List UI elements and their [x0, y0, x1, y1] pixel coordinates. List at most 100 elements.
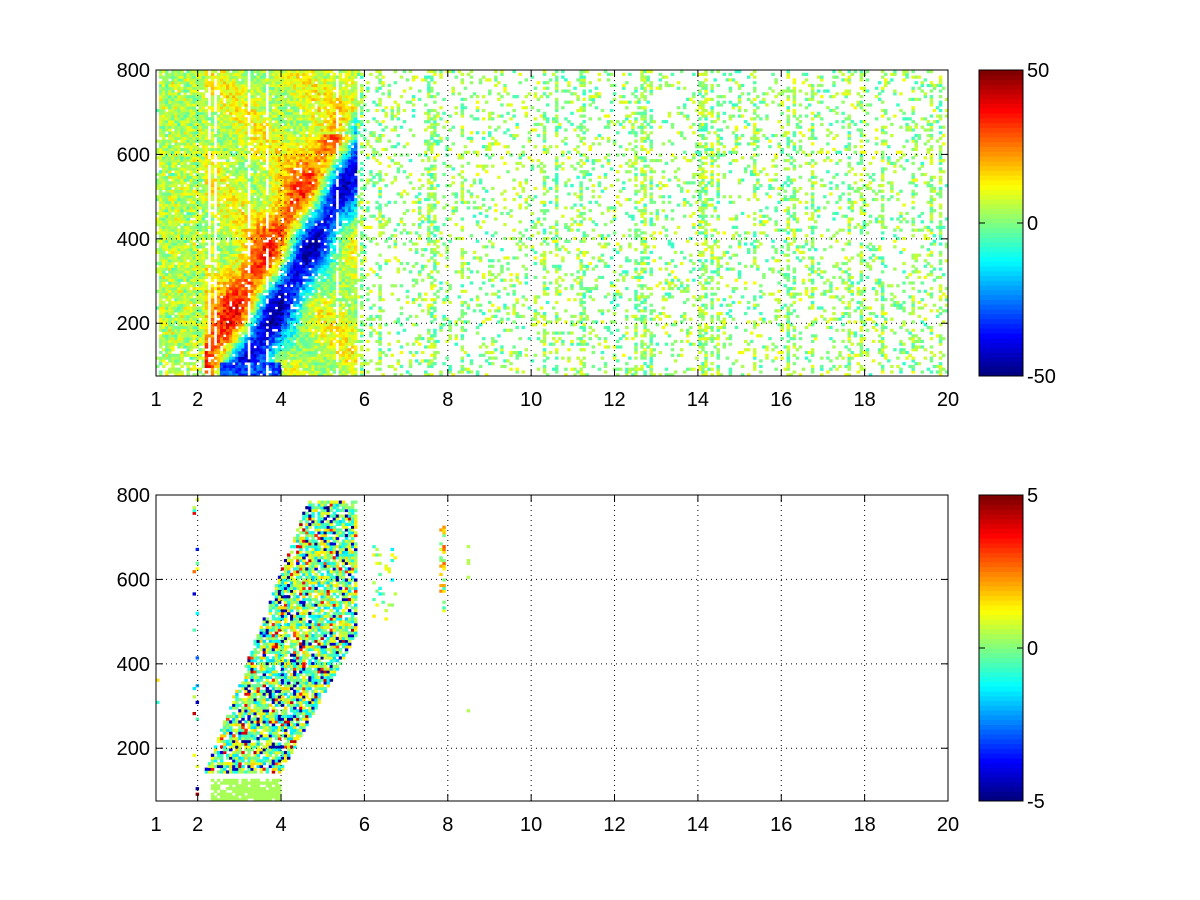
heatmap-cell [216, 273, 221, 277]
heatmap-cell [192, 331, 196, 335]
heatmap-cell [165, 267, 169, 271]
heatmap-cell [271, 334, 276, 338]
heatmap-cell [183, 150, 187, 154]
heatmap-cell [235, 197, 239, 202]
heatmap-cell [244, 175, 248, 179]
heatmap-cell [165, 275, 169, 280]
heatmap-cell [244, 281, 248, 285]
heatmap-cell [165, 303, 169, 307]
heatmap-cell [302, 364, 306, 369]
heatmap-cell [210, 270, 215, 274]
heatmap-cell [253, 145, 257, 149]
heatmap-cell [207, 83, 212, 88]
heatmap-cell [277, 136, 282, 140]
heatmap-cell [253, 97, 257, 101]
heatmap-cell [174, 250, 178, 254]
heatmap-cell [168, 298, 172, 302]
heatmap-cell [195, 231, 200, 235]
heatmap-cell [244, 339, 248, 344]
heatmap-cell [177, 211, 181, 216]
heatmap-cell [177, 250, 181, 254]
heatmap-cell [177, 236, 181, 241]
heatmap-cell [293, 373, 297, 377]
heatmap-cell [308, 253, 312, 257]
heatmap-cell [262, 275, 267, 280]
heatmap-cell [238, 103, 242, 107]
heatmap-cell [290, 214, 294, 218]
heatmap-cell [250, 70, 254, 74]
heatmap-cell [183, 236, 187, 241]
heatmap-cell [210, 353, 215, 357]
heatmap-cell [159, 306, 163, 310]
heatmap-cell [192, 248, 196, 252]
heatmap-cell [189, 203, 193, 207]
heatmap-cell [253, 150, 257, 154]
heatmap-cell [159, 339, 163, 344]
heatmap-cell [305, 337, 309, 341]
heatmap-cell [156, 195, 160, 199]
heatmap-cell [262, 72, 267, 76]
heatmap-cell [280, 278, 285, 282]
heatmap-cell [186, 136, 190, 140]
heatmap-cell [256, 72, 260, 76]
heatmap-cell [305, 186, 309, 191]
heatmap-cell [192, 323, 196, 327]
heatmap-cell [274, 292, 279, 296]
heatmap-cell [250, 186, 254, 191]
heatmap-cell [293, 367, 297, 371]
heatmap-cell [277, 139, 282, 143]
heatmap-cell [244, 295, 248, 299]
heatmap-cell [290, 184, 294, 188]
heatmap-cell [195, 120, 200, 124]
heatmap-cell [277, 284, 282, 288]
heatmap-cell [296, 231, 300, 235]
heatmap-cell [165, 125, 169, 129]
heatmap-cell [174, 150, 178, 154]
heatmap-cell [168, 370, 172, 374]
heatmap-cell [305, 136, 309, 140]
heatmap-cell [174, 75, 178, 79]
heatmap-cell [162, 245, 166, 249]
heatmap-cell [195, 345, 200, 349]
heatmap-cell [305, 292, 309, 296]
heatmap-cell [244, 342, 248, 346]
heatmap-cell [271, 286, 276, 291]
heatmap-cell [247, 275, 251, 280]
heatmap-cell [268, 253, 273, 257]
heatmap-cell [183, 220, 187, 224]
heatmap-cell [259, 128, 264, 132]
heatmap-cell [174, 259, 178, 263]
heatmap-cell [195, 164, 200, 168]
heatmap-cell [207, 161, 212, 165]
heatmap-cell [305, 278, 309, 282]
heatmap-cell [213, 133, 218, 138]
heatmap-cell [241, 286, 245, 291]
heatmap-cell [232, 172, 236, 177]
heatmap-cell [183, 353, 187, 357]
heatmap-cell [186, 248, 190, 252]
heatmap-cell [238, 225, 242, 229]
heatmap-cell [283, 211, 288, 216]
heatmap-cell [195, 114, 200, 118]
heatmap-cell [290, 131, 294, 135]
heatmap-cell [189, 345, 193, 349]
heatmap-cell [201, 178, 206, 182]
heatmap-cell [177, 278, 181, 282]
heatmap-cell [232, 195, 236, 199]
heatmap-cell [293, 348, 297, 352]
heatmap-cell [177, 289, 181, 293]
heatmap-cell [259, 289, 264, 293]
heatmap-cell [302, 189, 306, 193]
heatmap-cell [229, 320, 233, 324]
heatmap-cell [180, 136, 184, 140]
heatmap-cell [302, 342, 306, 346]
heatmap-cell [189, 197, 193, 202]
heatmap-cell [168, 220, 172, 224]
heatmap-cell [290, 122, 294, 127]
heatmap-cell [165, 325, 169, 330]
heatmap-cell [241, 114, 245, 118]
heatmap-cell [241, 145, 245, 149]
heatmap-cell [302, 331, 306, 335]
heatmap-cell [271, 72, 276, 76]
heatmap-cell [219, 270, 224, 274]
